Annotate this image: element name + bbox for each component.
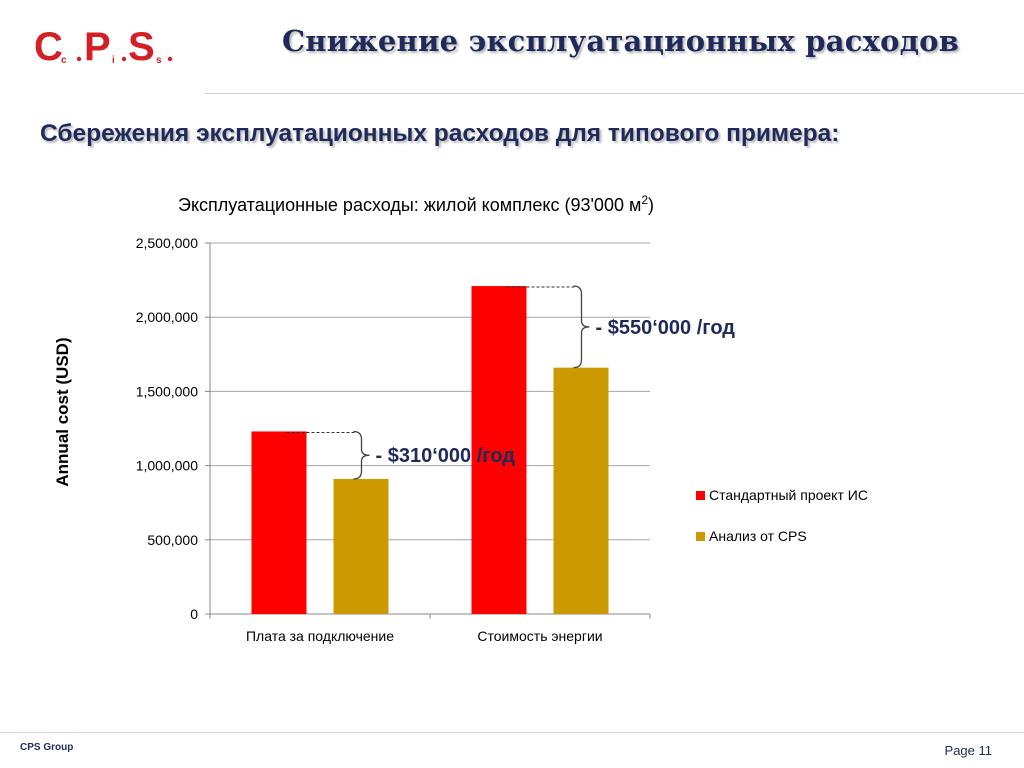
- y-tick-label: 1,500,000: [136, 383, 198, 399]
- legend-label: Стандартный проект ИС: [709, 487, 868, 503]
- logo-letter-p: P: [84, 25, 111, 69]
- slide-subtitle: Сбережения эксплуатационных расходов для…: [40, 120, 840, 147]
- chart-title: Эксплуатационные расходы: жилой комплекс…: [178, 193, 654, 215]
- footer-divider: [0, 732, 1024, 733]
- y-tick-label: 0: [190, 606, 198, 622]
- logo-letter-c: C: [34, 25, 63, 69]
- header-divider: [205, 93, 1024, 94]
- category-labels: Плата за подключение Стоимость энергии: [246, 628, 603, 644]
- logo-dot-1: [76, 56, 82, 62]
- page-number: Page 11: [944, 743, 992, 758]
- legend-label: Анализ от CPS: [709, 528, 807, 544]
- slide-title: Снижение эксплуатационных расходов: [282, 24, 960, 58]
- category-label: Плата за подключение: [246, 628, 394, 644]
- logo-dot-2: [121, 56, 127, 62]
- cps-logo: C c P i S s: [34, 25, 173, 69]
- bars: [251, 286, 609, 614]
- bar-standard-0: [251, 431, 307, 614]
- legend-swatch: [696, 491, 705, 500]
- y-axis-label: Annual cost (USD): [53, 337, 72, 486]
- logo-letter-s: S: [128, 25, 155, 69]
- logo-small-c: c: [61, 55, 67, 66]
- savings-annotations: - $310‘000 /год - $550‘000 /год: [286, 285, 736, 480]
- bar-cps-1: [553, 367, 609, 614]
- logo-small-i: i: [112, 55, 115, 66]
- bar-cps-0: [333, 478, 389, 614]
- savings-brace: [353, 430, 370, 480]
- logo-small-s: s: [156, 55, 162, 66]
- category-label: Стоимость энергии: [477, 628, 602, 644]
- bar-standard-1: [471, 286, 527, 614]
- savings-annotation-text: - $550‘000 /год: [596, 317, 736, 339]
- y-tick-label: 2,000,000: [136, 309, 198, 325]
- legend: Стандартный проект ИС Анализ от CPS: [696, 487, 868, 544]
- footer-company: CPS Group: [20, 742, 74, 753]
- savings-annotation-text: - $310‘000 /год: [376, 445, 516, 467]
- chart-title-superscript: 2: [641, 193, 648, 207]
- y-tick-label: 2,500,000: [136, 235, 198, 251]
- legend-swatch: [696, 532, 705, 541]
- logo-dot-3: [167, 56, 173, 62]
- chart-title-main: Эксплуатационные расходы: жилой комплекс…: [178, 195, 641, 215]
- y-tick-labels: 0 500,000 1,000,000 1,500,000 2,000,000 2,500…: [136, 235, 199, 622]
- savings-brace: [573, 285, 590, 369]
- chart-title-suffix: ): [648, 195, 654, 215]
- y-tick-label: 1,000,000: [136, 458, 198, 474]
- y-tick-label: 500,000: [147, 532, 198, 548]
